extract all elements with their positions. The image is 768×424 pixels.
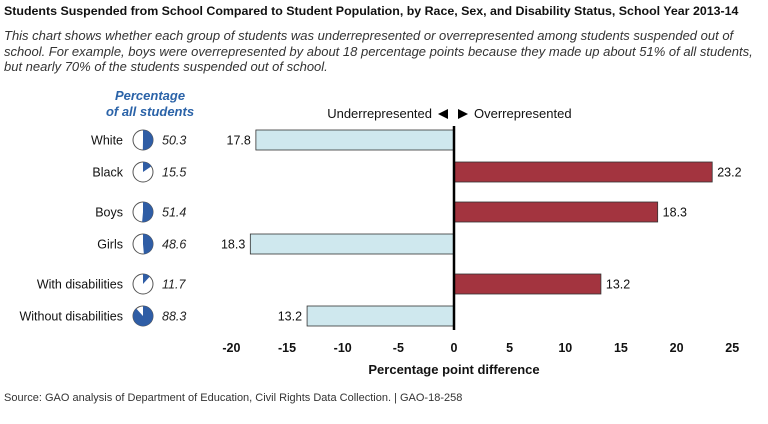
bar-value-label: 17.8 xyxy=(227,134,251,148)
pie-slice xyxy=(133,306,154,326)
row-label: White xyxy=(91,134,123,148)
x-tick-label: 10 xyxy=(558,341,572,355)
x-tick-label: -15 xyxy=(278,341,296,355)
pie-slice xyxy=(143,234,154,254)
bar-under xyxy=(255,129,455,151)
percentage-header-line1: Percentage xyxy=(114,88,186,103)
percentage-header-line2: of all students xyxy=(105,104,195,119)
bar-over xyxy=(453,161,713,183)
bar-over xyxy=(453,201,659,223)
percentage-header: Percentage of all students xyxy=(92,88,208,120)
x-tick-label: -20 xyxy=(222,341,240,355)
pct-of-students: 88.3 xyxy=(162,310,186,324)
x-tick-label: 0 xyxy=(451,341,458,355)
pie-slice xyxy=(143,274,150,284)
arrow-right-icon xyxy=(458,109,468,119)
bar-over xyxy=(453,273,602,295)
pct-of-students: 15.5 xyxy=(162,166,186,180)
overrepresented-label: Overrepresented xyxy=(474,106,572,121)
bar-value-label: 13.2 xyxy=(278,310,302,324)
row-label: Without disabilities xyxy=(19,310,123,324)
row-label: With disabilities xyxy=(37,278,123,292)
pct-of-students: 50.3 xyxy=(162,134,186,148)
pct-of-students: 11.7 xyxy=(162,278,186,292)
bar-value-label: 13.2 xyxy=(606,278,630,292)
bar-value-label: 18.3 xyxy=(663,206,687,220)
x-tick-label: -5 xyxy=(393,341,404,355)
chart-subtitle: This chart shows whether each group of s… xyxy=(4,28,753,74)
row-label: Boys xyxy=(95,206,123,220)
bar-value-label: 18.3 xyxy=(221,238,245,252)
pct-of-students: 48.6 xyxy=(162,238,186,252)
row-label: Black xyxy=(92,166,123,180)
row-label: Girls xyxy=(97,238,123,252)
pie-slice xyxy=(143,162,152,172)
source-note: Source: GAO analysis of Department of Ed… xyxy=(4,392,463,404)
x-tick-label: 25 xyxy=(725,341,739,355)
underrepresented-label: Underrepresented xyxy=(327,106,432,121)
bar-value-label: 23.2 xyxy=(717,166,741,180)
pie-slice xyxy=(142,130,153,151)
pie-slice xyxy=(142,202,153,222)
x-axis-label: Percentage point difference xyxy=(368,362,539,377)
bar-under xyxy=(306,305,455,327)
x-tick-label: 5 xyxy=(506,341,513,355)
chart-title: Students Suspended from School Compared … xyxy=(4,4,739,18)
pct-of-students: 51.4 xyxy=(162,206,186,220)
x-tick-label: 15 xyxy=(614,341,628,355)
bar-under xyxy=(249,233,455,255)
x-tick-label: 20 xyxy=(670,341,684,355)
arrow-left-icon xyxy=(438,109,448,119)
x-tick-label: -10 xyxy=(334,341,352,355)
